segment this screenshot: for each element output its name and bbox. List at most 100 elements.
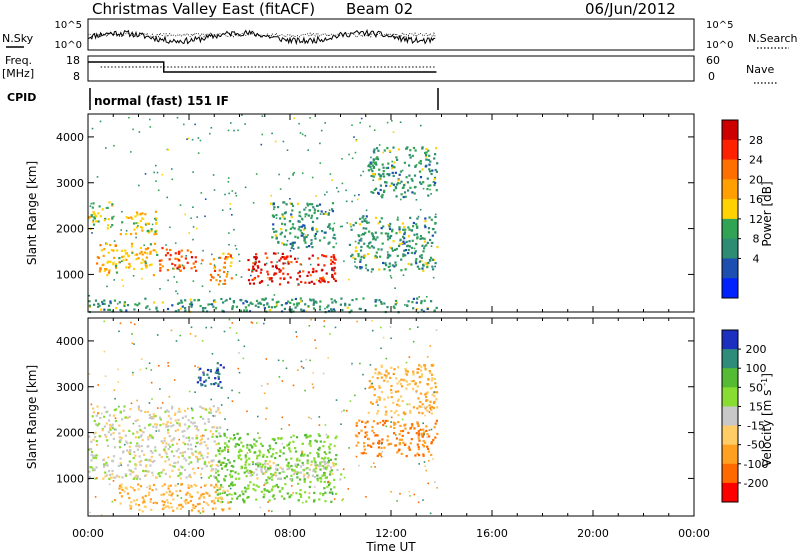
heatmap-cell	[153, 459, 156, 463]
heatmap-cell	[364, 421, 367, 425]
scatter-cell	[117, 368, 119, 371]
heatmap-cell	[430, 441, 433, 444]
heatmap-cell	[107, 308, 110, 311]
scatter-cell	[149, 118, 151, 121]
scatter-cell	[108, 483, 111, 486]
heatmap-cell	[215, 443, 218, 446]
heatmap-cell	[373, 394, 376, 397]
heatmap-cell	[382, 261, 385, 265]
heatmap-cell	[182, 435, 185, 438]
heatmap-cell	[425, 395, 428, 398]
scatter-cell	[153, 171, 155, 174]
heatmap-cell	[323, 480, 326, 483]
scatter-cell	[423, 406, 426, 408]
heatmap-cell	[310, 280, 313, 283]
heatmap-cell	[325, 255, 328, 258]
heatmap-cell	[393, 426, 396, 430]
heatmap-cell	[271, 437, 274, 441]
heatmap-cell	[291, 204, 295, 207]
heatmap-cell	[263, 489, 266, 492]
heatmap-cell	[375, 157, 378, 160]
heatmap-cell	[155, 476, 158, 479]
heatmap-cell	[288, 447, 291, 450]
heatmap-cell	[388, 149, 391, 152]
heatmap-cell	[419, 159, 422, 163]
y-tick-label: 3000	[56, 177, 84, 190]
heatmap-cell	[220, 450, 223, 453]
scatter-cell	[417, 501, 420, 504]
scatter-cell	[158, 365, 160, 367]
scatter-cell	[331, 269, 333, 271]
scatter-cell	[413, 247, 416, 250]
heatmap-cell	[202, 309, 205, 312]
heatmap-cell	[406, 244, 410, 247]
scatter-cell	[246, 452, 249, 454]
heatmap-cell	[94, 435, 97, 439]
scatter-cell	[432, 458, 434, 460]
heatmap-cell	[223, 479, 226, 482]
scatter-cell	[200, 192, 203, 194]
heatmap-cell	[415, 432, 418, 435]
heatmap-cell	[318, 239, 322, 242]
heatmap-cell	[427, 184, 430, 187]
heatmap-cell	[326, 436, 329, 439]
scatter-cell	[404, 304, 406, 306]
scatter-cell	[91, 127, 94, 130]
velocity-colorbar-label-text: Velocity [m s	[760, 390, 774, 467]
heatmap-cell	[153, 301, 156, 304]
heatmap-cell	[321, 254, 324, 257]
colorbar-swatch	[722, 238, 738, 259]
heatmap-cell	[263, 493, 266, 496]
heatmap-cell	[122, 255, 125, 258]
heatmap-cell	[266, 256, 269, 259]
scatter-cell	[380, 347, 382, 350]
scatter-cell	[377, 404, 379, 406]
heatmap-cell	[156, 423, 159, 426]
heatmap-cell	[103, 269, 106, 272]
scatter-cell	[203, 493, 205, 495]
heatmap-cell	[212, 305, 215, 308]
heatmap-cell	[132, 456, 135, 460]
heatmap-cell	[292, 241, 295, 244]
heatmap-cell	[122, 429, 125, 432]
heatmap-cell	[334, 258, 337, 261]
scatter-cell	[179, 334, 181, 337]
heatmap-cell	[238, 477, 241, 480]
heatmap-cell	[268, 309, 271, 312]
scatter-cell	[155, 488, 157, 490]
heatmap-cell	[113, 446, 116, 449]
heatmap-cell	[404, 228, 407, 231]
scatter-cell	[290, 485, 293, 487]
heatmap-cell	[132, 487, 135, 490]
heatmap-cell	[127, 216, 130, 219]
heatmap-cell	[408, 228, 411, 231]
heatmap-cell	[295, 436, 299, 439]
heatmap-cell	[300, 225, 303, 228]
heatmap-cell	[320, 477, 323, 480]
scatter-cell	[212, 174, 215, 176]
heatmap-cell	[434, 215, 437, 218]
scatter-cell	[284, 262, 287, 265]
heatmap-cell	[287, 461, 290, 464]
scatter-cell	[354, 394, 356, 397]
heatmap-cell	[323, 451, 326, 454]
heatmap-cell	[212, 426, 215, 429]
heatmap-cell	[323, 487, 326, 490]
heatmap-cell	[92, 211, 95, 214]
heatmap-cell	[403, 191, 407, 194]
freq-label: Freq.	[5, 54, 32, 67]
heatmap-cell	[283, 223, 287, 226]
y-tick-label: 1000	[56, 268, 84, 281]
heatmap-cell	[144, 410, 147, 414]
scatter-cell	[266, 276, 269, 279]
heatmap-cell	[372, 175, 375, 178]
heatmap-cell	[278, 454, 281, 458]
heatmap-cell	[171, 405, 174, 408]
heatmap-cell	[210, 411, 213, 414]
heatmap-cell	[296, 304, 299, 307]
heatmap-cell	[381, 242, 384, 245]
heatmap-cell	[394, 303, 397, 306]
heatmap-cell	[371, 425, 374, 429]
heatmap-cell	[129, 507, 132, 510]
heatmap-cell	[279, 489, 282, 493]
